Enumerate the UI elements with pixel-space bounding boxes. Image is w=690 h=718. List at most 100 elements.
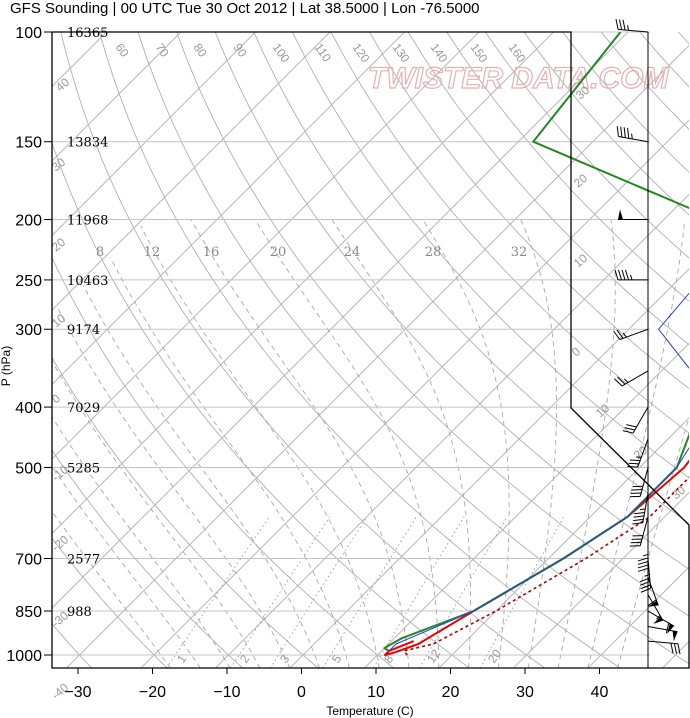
barb-shaft [632, 406, 649, 434]
barb-full [625, 269, 629, 281]
barb-shaft [618, 28, 649, 33]
y-tick-label: 150 [15, 135, 42, 152]
barb-full [673, 643, 678, 654]
dry-adiabat [446, 32, 689, 302]
x-axis: −30 −20 −10 0 10 20 30 40 [64, 668, 609, 701]
y-axis: 100 16365 150 13834 200 11968 250 10463 300 9174 4… [6, 25, 108, 665]
dry-adiabat [98, 32, 621, 668]
mixing-ratio-label: 24 [344, 245, 361, 260]
barb-full [628, 462, 639, 465]
moist-adiabat [557, 219, 616, 668]
moist-adiabat [82, 285, 321, 668]
x-tick-label: −20 [139, 684, 166, 701]
barb-full [637, 564, 649, 569]
dry-adiabat [214, 32, 689, 570]
height-label: 9174 [67, 323, 100, 338]
moist-adiabat [422, 219, 510, 668]
mixing-ratio-bottom-label: 20 [485, 646, 504, 665]
y-tick-label: 400 [15, 400, 42, 417]
wind-barb [632, 493, 649, 525]
moist-adiabat [56, 305, 291, 668]
barb-shaft [619, 328, 649, 340]
mixing-ratio-label: 32 [511, 245, 528, 260]
barb-full [640, 584, 651, 590]
barb-full [637, 560, 649, 565]
chart-title: GFS Sounding | 00 UTC Tue 30 Oct 2012 | … [10, 0, 480, 17]
isotherm-label: 10 [593, 401, 612, 421]
barb-full [613, 330, 621, 340]
mixing-ratio-label: 12 [144, 245, 161, 260]
mixing-ratio-label: 28 [425, 245, 442, 260]
dry-adiabat [600, 32, 689, 131]
barb-full [677, 643, 681, 655]
isotherm-label: 30 [669, 483, 688, 503]
isotherm-label: 10 [571, 251, 590, 271]
barb-half [622, 332, 627, 338]
dewpoint-trace [383, 32, 689, 652]
barb-full [616, 329, 624, 339]
dry-adiabat [677, 32, 689, 45]
barb-shaft [639, 516, 649, 546]
barb-half [644, 573, 650, 577]
dry-adiabat [52, 356, 319, 668]
isotherm [140, 119, 689, 668]
barb-half [639, 508, 646, 511]
isotherm [52, 32, 629, 609]
moist-adiabat [109, 257, 350, 668]
barb-shaft [642, 493, 649, 523]
barb-full [670, 643, 674, 654]
height-label: 2577 [67, 552, 100, 567]
barb-full [614, 378, 623, 387]
moist-adiabat [587, 219, 686, 668]
mixing-ratio-label: 8 [96, 245, 104, 260]
dry-adiabat [407, 32, 689, 346]
dry-adiabat [176, 32, 689, 617]
barb-full [627, 466, 638, 468]
y-tick-label: 300 [15, 322, 42, 339]
isotherm [52, 32, 256, 237]
barb-flag [618, 209, 623, 220]
mixing-ratio-line [166, 516, 270, 668]
plot-frame [51, 31, 690, 669]
barb-full [640, 580, 651, 586]
moist-adiabat [52, 415, 231, 668]
barb-full [647, 599, 657, 607]
background-lines [52, 32, 689, 668]
height-label: 5285 [67, 461, 100, 476]
wind-barb [647, 640, 681, 655]
barb-full [621, 269, 626, 281]
mixing-ratio-bottom-label: 3 [277, 652, 292, 666]
dry-adiabat [137, 32, 689, 665]
moist-adiabat [140, 225, 380, 668]
x-tick-label: 20 [442, 684, 460, 701]
dry-adiabat [52, 449, 244, 668]
moist-adiabat [617, 416, 689, 668]
barb-flag [672, 630, 678, 642]
dry-adiabat-label: 100 [270, 41, 293, 66]
moist-adiabat [190, 219, 410, 668]
isotherm [52, 32, 182, 162]
isotherm [52, 32, 554, 535]
barb-shaft [647, 640, 678, 645]
barb-full [629, 459, 641, 462]
barb-full [617, 376, 626, 385]
isotherm [52, 32, 480, 460]
pressure-gridlines [52, 31, 650, 656]
dry-adiabat [369, 32, 689, 390]
x-tick-label: 0 [297, 684, 306, 701]
dry-adiabat [60, 32, 546, 668]
dry-adiabat-label: 110 [312, 41, 335, 65]
barb-full [637, 557, 649, 562]
x-tick-label: −10 [213, 684, 240, 701]
dry-adiabat [253, 32, 689, 524]
x-tick-label: 10 [367, 684, 385, 701]
wind-barb [613, 328, 649, 340]
barb-half [631, 133, 633, 139]
mixing-ratio-line [269, 516, 368, 668]
x-tick-label: 30 [516, 684, 534, 701]
y-tick-label: 500 [15, 460, 42, 477]
barb-full [618, 269, 622, 281]
barb-half [627, 25, 630, 31]
height-label: 11968 [67, 214, 108, 229]
